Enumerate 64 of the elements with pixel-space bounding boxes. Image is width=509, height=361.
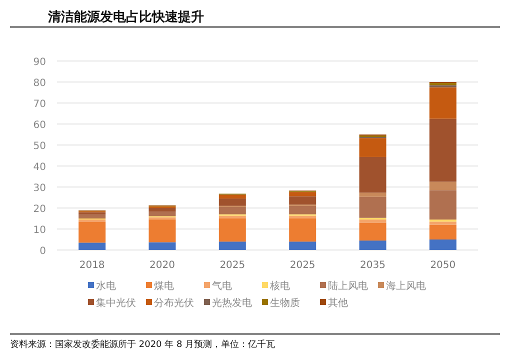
- bar: [289, 216, 316, 218]
- legend-label: 其他: [328, 297, 348, 309]
- x-tick-label: 2025: [290, 260, 316, 271]
- y-tick-label: 60: [33, 120, 46, 131]
- legend-label: 气电: [212, 280, 232, 292]
- bar: [78, 214, 106, 218]
- bar: [429, 190, 456, 220]
- x-tick-label: 2020: [150, 260, 175, 271]
- bar: [359, 222, 386, 241]
- bar: [359, 196, 386, 218]
- bar: [359, 138, 386, 157]
- legend-label: 核电: [269, 280, 290, 292]
- y-tick-label: 20: [33, 204, 46, 215]
- legend-label: 光热发电: [212, 297, 252, 309]
- bar: [359, 220, 386, 223]
- x-tick-label: 2025: [220, 260, 246, 271]
- legend-label: 集中光伏: [96, 297, 136, 309]
- chart-title: 清洁能源发电占比快速提升: [47, 9, 204, 25]
- bar: [218, 242, 246, 250]
- text: 资料来源：国家发改委能源所于 2020 年 8 月预测，单位：亿千瓦: [10, 339, 276, 350]
- bar: [148, 217, 176, 220]
- bar: [289, 218, 316, 242]
- legend-label: 生物质: [270, 297, 300, 309]
- y-tick-label: 0: [40, 246, 46, 257]
- bar: [148, 220, 176, 242]
- x-tick-label: 2035: [360, 260, 386, 271]
- bar: [289, 242, 316, 250]
- bar: [218, 218, 246, 242]
- bar: [218, 216, 246, 218]
- bar: [429, 240, 456, 250]
- bar: [218, 198, 246, 206]
- legend-label: 陆上风电: [328, 280, 368, 292]
- bar: [429, 87, 456, 119]
- legend-label: 海上风电: [386, 280, 426, 292]
- bar: [359, 192, 386, 197]
- bar: [429, 224, 456, 240]
- bar: [218, 194, 246, 199]
- y-tick-label: 10: [33, 225, 46, 236]
- bar: [218, 206, 246, 214]
- bar: [289, 206, 316, 214]
- bar: [78, 242, 106, 250]
- legend-label: 分布光伏: [154, 297, 194, 309]
- y-tick-label: 50: [33, 141, 46, 152]
- y-tick-label: 90: [33, 57, 46, 68]
- y-tick-label: 80: [33, 78, 46, 89]
- bar: [429, 118, 456, 182]
- legend-label: 水电: [96, 280, 116, 292]
- bar: [359, 240, 386, 250]
- x-tick-label: 2018: [79, 260, 105, 271]
- bar: [429, 222, 456, 225]
- legend-label: 煤电: [154, 280, 174, 292]
- bar: [148, 212, 176, 216]
- bar: [429, 182, 456, 190]
- bar: [289, 196, 316, 205]
- bar: [289, 192, 316, 196]
- y-tick-label: 70: [33, 99, 46, 110]
- y-tick-label: 40: [33, 162, 46, 173]
- bar: [78, 212, 106, 215]
- bar: [78, 222, 106, 243]
- bar: [359, 156, 386, 193]
- x-tick-label: 2050: [430, 260, 456, 271]
- bar: [148, 208, 176, 212]
- y-tick-label: 30: [33, 183, 46, 194]
- bar: [148, 242, 176, 250]
